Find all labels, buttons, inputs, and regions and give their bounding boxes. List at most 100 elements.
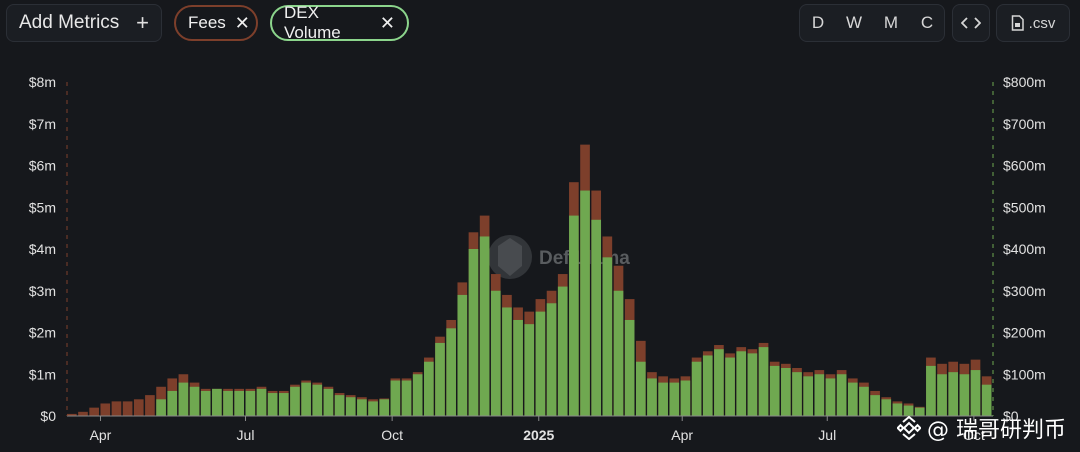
metric-pill-label: Fees: [188, 13, 226, 32]
dex-volume-bar: [914, 407, 925, 416]
dex-volume-bar: [479, 236, 490, 416]
dex-volume-bar: [357, 399, 367, 416]
dex-volume-bar: [825, 378, 836, 416]
fees-bar: [78, 411, 88, 416]
dex-volume-bar: [669, 382, 680, 416]
fees-bar: [89, 407, 99, 416]
dex-volume-bar: [290, 386, 300, 416]
dex-volume-bar: [892, 403, 903, 416]
left-axis-tick-label: $2m: [29, 325, 56, 341]
dex-volume-bar: [167, 390, 178, 416]
x-axis-tick-label: Oct: [381, 427, 403, 443]
credit-text: @ 瑞哥研判币: [927, 418, 1066, 443]
dex-volume-bar: [836, 374, 847, 416]
left-axis-tick-label: $7m: [29, 116, 56, 132]
dex-volume-bar: [435, 342, 445, 416]
dex-volume-bar: [278, 393, 289, 416]
right-axis-tick-label: $700m: [1003, 116, 1046, 132]
embed-button[interactable]: [952, 4, 990, 42]
x-axis-tick-label: Jul: [237, 427, 255, 443]
dex-volume-bar: [223, 390, 233, 416]
dex-volume-bar: [680, 380, 691, 416]
dex-volume-bar: [691, 361, 702, 416]
right-axis-tick-label: $400m: [1003, 241, 1046, 257]
dex-volume-bar: [870, 395, 880, 416]
dex-volume-bar: [981, 384, 992, 416]
fees-bar: [133, 399, 144, 416]
right-axis-tick-label: $300m: [1003, 283, 1046, 299]
left-axis-tick-label: $3m: [29, 283, 56, 299]
add-metrics-button[interactable]: Add Metrics +: [6, 4, 162, 42]
dex-volume-bar: [814, 374, 825, 416]
dex-volume-bar: [569, 215, 579, 416]
period-weekly-button[interactable]: W: [845, 13, 863, 32]
dex-volume-bar: [189, 386, 200, 416]
dex-volume-bar: [769, 365, 780, 416]
dex-volume-bar: [602, 257, 613, 416]
dex-volume-bar: [524, 324, 535, 416]
dex-volume-bar: [714, 349, 724, 416]
dex-volume-bar: [256, 388, 267, 416]
code-icon: [961, 17, 981, 29]
binance-diamond-icon: [897, 416, 921, 440]
toolbar: Add Metrics + Fees ✕ DEX Volume ✕ D W M …: [0, 0, 1080, 52]
dex-volume-bar: [747, 353, 758, 416]
dex-volume-bar: [412, 374, 423, 416]
x-axis: Apr Jul Oct 2025 Apr Jul Oct: [90, 416, 985, 443]
watermark-credit: @ 瑞哥研判币: [897, 413, 1066, 443]
dex-volume-bar: [847, 382, 858, 416]
dex-volume-bar: [468, 249, 479, 416]
dex-volume-bar: [490, 290, 501, 416]
x-axis-tick-label: Apr: [671, 427, 693, 443]
dex-volume-bar: [736, 351, 747, 416]
file-icon: [1011, 15, 1024, 31]
dex-volume-bar: [725, 357, 735, 416]
x-axis-tick-label: 2025: [523, 427, 554, 443]
metric-pill-fees[interactable]: Fees ✕: [174, 5, 258, 41]
period-daily-button[interactable]: D: [811, 13, 825, 32]
dex-volume-bar: [156, 399, 166, 416]
dex-volume-bar: [301, 382, 311, 416]
left-axis-tick-label: $1m: [29, 366, 56, 382]
dex-volume-bar: [200, 390, 211, 416]
fees-bar: [111, 401, 122, 416]
dex-volume-bar: [758, 347, 769, 416]
dex-volume-bar: [937, 374, 947, 416]
metric-pill-label: DEX Volume: [284, 3, 341, 42]
fees-bar: [122, 401, 133, 416]
dex-volume-bar: [446, 328, 456, 416]
dex-volume-bar: [557, 286, 568, 416]
x-axis-tick-label: Apr: [90, 427, 112, 443]
dex-volume-bar: [513, 319, 523, 416]
download-csv-button[interactable]: .csv: [996, 4, 1070, 42]
dex-volume-bar: [502, 307, 512, 416]
fees-bar: [100, 403, 111, 416]
period-cumulative-button[interactable]: C: [920, 13, 934, 32]
dex-volume-bar: [212, 388, 222, 416]
left-axis-tick-label: $0: [40, 408, 56, 424]
dex-volume-bar: [379, 399, 390, 416]
x-axis-tick-label: Jul: [818, 427, 836, 443]
dex-volume-bar: [591, 219, 602, 416]
dex-volume-bar: [424, 361, 434, 416]
dex-volume-bar: [624, 319, 635, 416]
right-axis-tick-label: $0: [1003, 408, 1019, 424]
dex-volume-bar: [580, 190, 590, 416]
metric-pill-dex-volume[interactable]: DEX Volume ✕: [270, 3, 409, 42]
right-axis-tick-label: $600m: [1003, 158, 1046, 174]
add-metrics-label: Add Metrics: [19, 12, 120, 33]
close-icon[interactable]: ✕: [379, 12, 395, 33]
right-axis-tick-label: $800m: [1003, 74, 1046, 90]
dex-volume-bar: [401, 380, 412, 416]
dex-volume-bar: [457, 294, 468, 416]
close-icon[interactable]: ✕: [234, 12, 250, 33]
dex-volume-bar: [926, 365, 936, 416]
right-axis: $0 $100m $200m $300m $400m $500m $600m $700m $80…: [1003, 74, 1046, 424]
right-axis-tick-label: $500m: [1003, 199, 1046, 215]
dex-volume-bar: [323, 388, 334, 416]
fees-bar: [145, 395, 155, 416]
dex-volume-bar: [702, 355, 713, 416]
right-axis-tick-label: $100m: [1003, 366, 1046, 382]
period-monthly-button[interactable]: M: [883, 13, 899, 32]
dex-volume-bar: [959, 374, 970, 416]
